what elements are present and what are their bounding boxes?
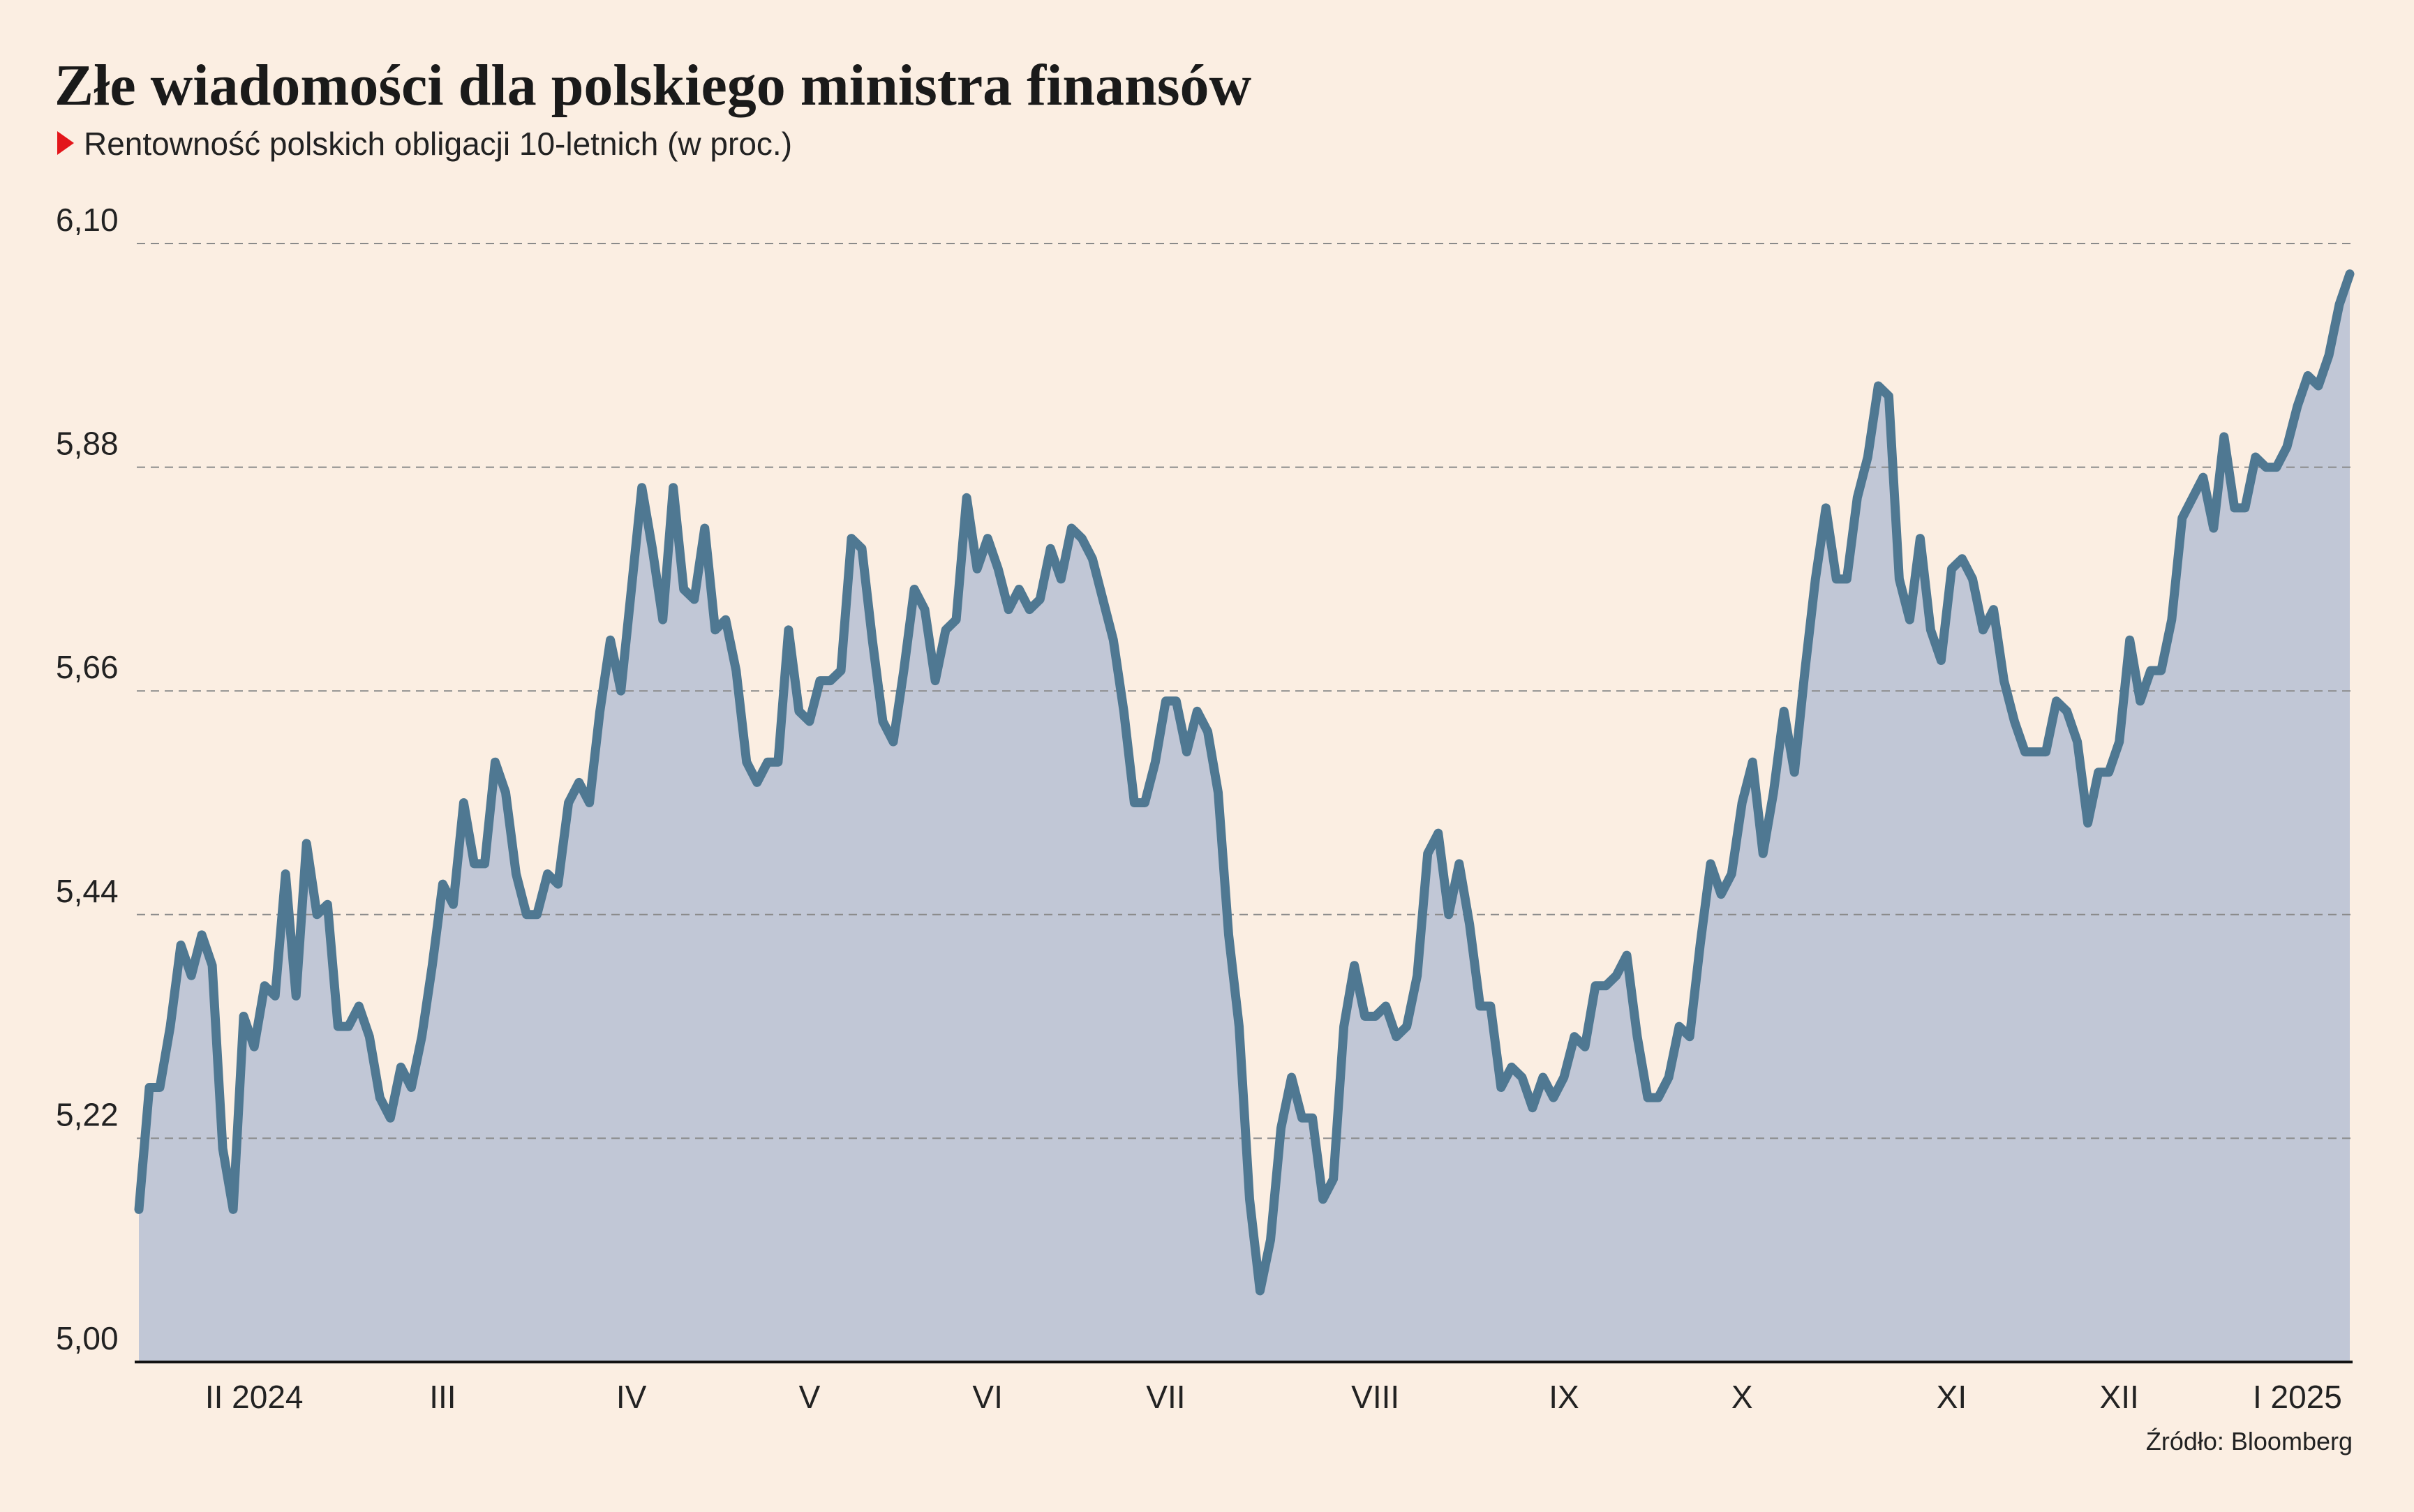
x-tick-label: VII bbox=[1146, 1379, 1185, 1415]
x-tick-label: II 2024 bbox=[205, 1379, 304, 1415]
source: Źródło: Bloomberg bbox=[2146, 1427, 2353, 1455]
y-tick-label: 5,44 bbox=[56, 873, 119, 909]
x-tick-label: I 2025 bbox=[2253, 1379, 2342, 1415]
x-tick-label: V bbox=[799, 1379, 821, 1415]
y-tick-label: 6,10 bbox=[56, 202, 119, 238]
line bbox=[134, 269, 2355, 1296]
y-tick-label: 5,00 bbox=[56, 1320, 119, 1356]
x-tick-label: XI bbox=[1937, 1379, 1967, 1415]
chart-subtitle: Rentowność polskich obligacji 10-letnich… bbox=[84, 126, 792, 162]
x-tick-label: IX bbox=[1549, 1379, 1579, 1415]
x-tick-label: VIII bbox=[1351, 1379, 1399, 1415]
x-tick-label: XII bbox=[2100, 1379, 2139, 1415]
x-tick-label: VI bbox=[972, 1379, 1002, 1415]
bullet bbox=[57, 131, 74, 155]
x-tick-label: X bbox=[1731, 1379, 1753, 1415]
x-tick-label: IV bbox=[616, 1379, 647, 1415]
area bbox=[139, 274, 2350, 1363]
chart-title: Złe wiadomości dla polskiego ministra fi… bbox=[54, 53, 1252, 118]
plot-area: 5,00 5,22 5,44 5,66 5,88 6,10 II 2024 III IV V VI V… bbox=[56, 202, 2355, 1415]
x-tick-label: III bbox=[429, 1379, 456, 1415]
y-tick-label: 5,88 bbox=[56, 426, 119, 462]
y-tick-label: 5,22 bbox=[56, 1096, 119, 1132]
y-tick-label: 5,66 bbox=[56, 649, 119, 685]
